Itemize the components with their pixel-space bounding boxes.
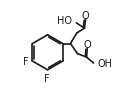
Text: O: O [84,40,91,50]
Text: OH: OH [97,59,112,69]
Text: F: F [23,57,29,67]
Text: O: O [82,11,89,21]
Text: HO: HO [57,16,72,26]
Text: F: F [44,74,50,84]
